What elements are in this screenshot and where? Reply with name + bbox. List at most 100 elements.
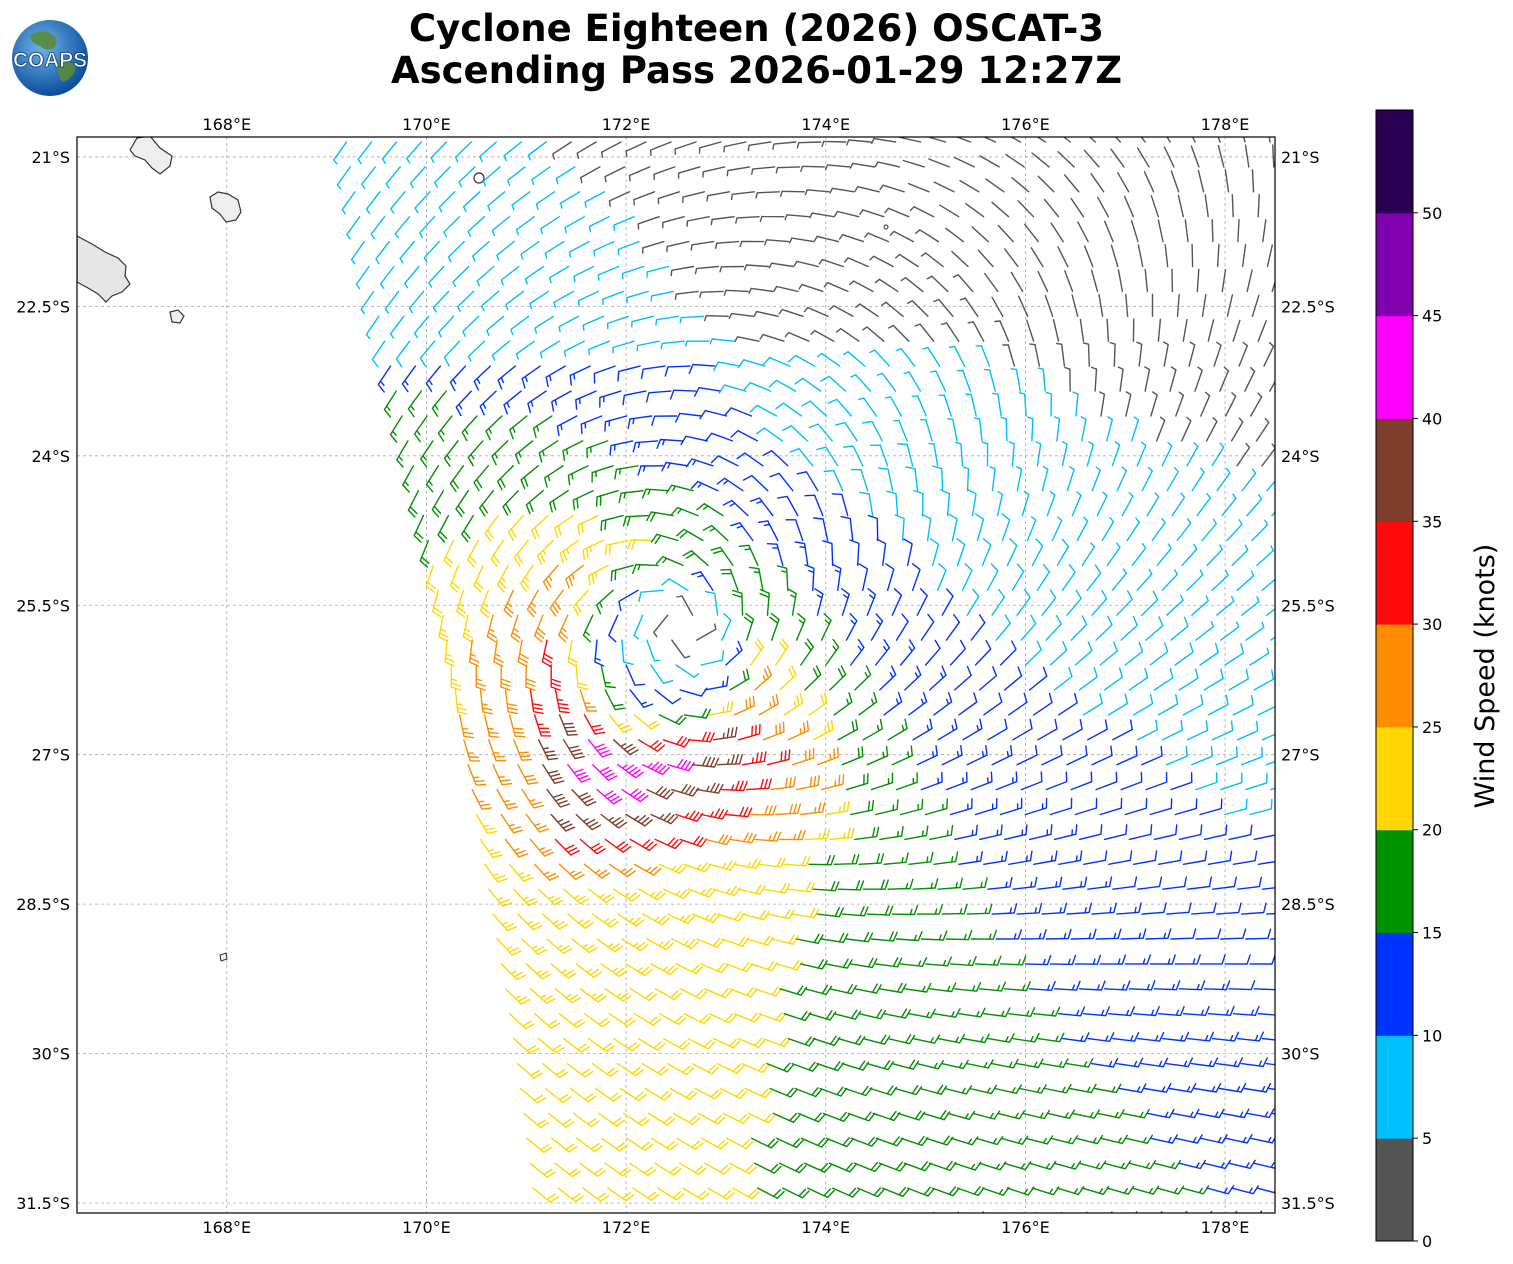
wind-barb — [462, 191, 481, 213]
wind-barb — [1206, 1185, 1235, 1195]
wind-barb — [759, 333, 785, 342]
wind-barb — [991, 745, 1013, 766]
wind-barb — [593, 240, 615, 257]
wind-barb — [829, 305, 854, 317]
wind-barb — [687, 887, 716, 898]
wind-barb — [974, 798, 998, 816]
wind-barb — [1268, 137, 1271, 143]
wind-barb — [766, 1062, 795, 1073]
wind-barb — [769, 612, 780, 641]
wind-barb — [496, 240, 515, 261]
wind-barb — [979, 666, 998, 691]
wind-barb — [409, 166, 426, 189]
wind-barb — [1217, 137, 1221, 143]
wind-barb — [840, 588, 850, 616]
wind-barb — [794, 1087, 823, 1098]
wind-barb — [1197, 169, 1205, 193]
wind-barb — [488, 888, 513, 907]
wind-barb — [928, 1160, 957, 1172]
wind-barb — [1016, 902, 1043, 915]
wind-barb — [912, 718, 933, 741]
wind-barb — [1080, 416, 1087, 442]
wind-barb — [333, 141, 348, 165]
wind-barb — [596, 788, 623, 805]
wind-barb — [1017, 200, 1035, 218]
wind-barb — [383, 390, 397, 418]
wind-barb — [1150, 391, 1158, 417]
wind-barb — [482, 166, 501, 187]
wind-barb — [654, 988, 683, 1001]
wind-barb — [766, 908, 795, 920]
wind-barb — [1162, 341, 1169, 367]
lat-tick-label-left: 31.5°S — [16, 1194, 70, 1213]
wind-barb — [1136, 147, 1150, 168]
wind-barb — [1141, 590, 1159, 616]
wind-barb — [389, 315, 405, 339]
wind-barb — [608, 191, 631, 207]
wind-barb — [895, 931, 923, 942]
wind-barb — [650, 664, 674, 684]
wind-barb — [1140, 137, 1146, 143]
wind-barb — [944, 1085, 973, 1095]
wind-barb — [730, 522, 754, 542]
wind-barb — [1218, 1082, 1247, 1093]
wind-barb — [1078, 667, 1098, 691]
wind-barb — [515, 340, 536, 360]
wind-barb — [697, 1112, 726, 1125]
title-line-1: Cyclone Eighteen (2026) OSCAT-3 — [408, 7, 1105, 50]
lat-tick-label-left: 28.5°S — [16, 895, 70, 914]
wind-barb — [1151, 517, 1166, 542]
wind-barb — [497, 465, 514, 491]
wind-barb — [800, 959, 828, 970]
wind-barb — [987, 718, 1008, 741]
wind-barb — [551, 1137, 578, 1153]
lon-tick-label-bottom: 178°E — [1201, 1218, 1250, 1237]
wind-barb — [1044, 294, 1054, 317]
wind-barb — [592, 764, 618, 781]
wind-barb — [778, 308, 804, 317]
wind-barb — [1018, 295, 1029, 317]
wind-barb — [449, 564, 460, 593]
wind-barb — [509, 415, 528, 440]
wind-barb — [1191, 243, 1194, 268]
wind-barb — [1028, 1160, 1057, 1170]
wind-barb — [579, 838, 606, 855]
wind-barb — [702, 524, 729, 542]
wind-barb — [825, 800, 850, 816]
wind-barb — [749, 497, 774, 517]
wind-barb — [538, 739, 559, 761]
wind-barb — [454, 689, 468, 715]
wind-barb — [1257, 860, 1275, 865]
wind-barb — [1236, 720, 1259, 741]
wind-barb — [491, 440, 509, 466]
wind-barb — [1150, 1134, 1178, 1144]
wind-barb — [1087, 719, 1108, 741]
wind-barb — [616, 1062, 644, 1077]
wind-barb — [532, 1187, 559, 1203]
wind-barb — [599, 390, 622, 408]
wind-barb — [567, 465, 589, 486]
wind-barb — [674, 141, 697, 155]
wind-barb — [716, 754, 743, 766]
wind-barb — [608, 714, 633, 733]
wind-barb — [449, 465, 465, 492]
wind-barb — [804, 665, 822, 691]
wind-barb — [1157, 850, 1183, 865]
wind-barb — [983, 850, 1008, 865]
colorbar-bin — [1376, 418, 1413, 522]
wind-barb — [1141, 902, 1167, 915]
wind-barb — [430, 141, 448, 164]
wind-barb — [991, 296, 1004, 317]
wind-barb — [644, 1087, 673, 1101]
wind-barb — [1244, 367, 1256, 392]
wind-barb — [545, 365, 566, 388]
wind-barb — [722, 499, 749, 517]
wind-barb — [595, 490, 619, 507]
wind-barb — [891, 588, 903, 616]
wind-barb — [694, 1087, 723, 1100]
wind-barb — [994, 1084, 1022, 1094]
colorbar-bin — [1376, 829, 1413, 934]
wind-barb — [1169, 366, 1177, 392]
wind-barb — [1124, 798, 1148, 816]
wind-barb — [647, 1112, 676, 1126]
